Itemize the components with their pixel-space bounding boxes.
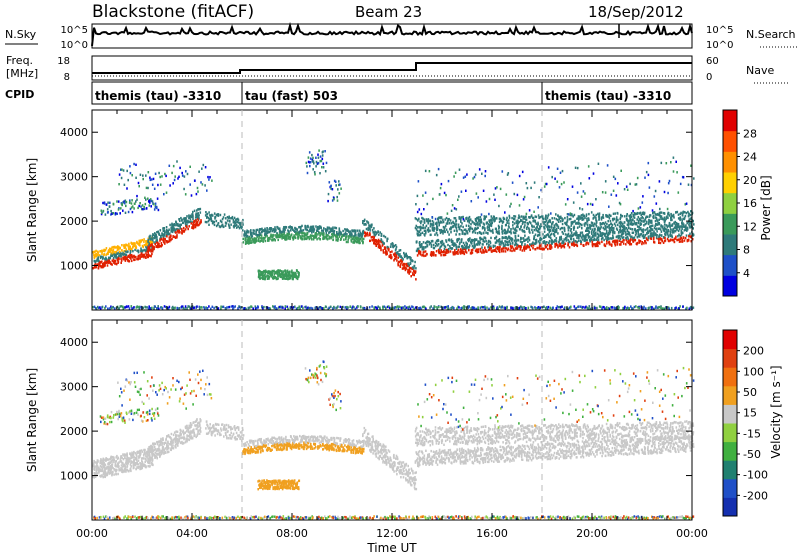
nsky-tick-bottom: 10^0 xyxy=(61,40,88,51)
velocity-panel: 1000 2000 3000 4000 Slant Range [km] 200 100… xyxy=(25,319,783,521)
freq-unit: [MHz] xyxy=(6,67,38,80)
colorbar-swatch xyxy=(723,110,737,132)
x-tick-label: 12:00 xyxy=(376,527,408,540)
nsky-tick-top: 10^5 xyxy=(61,25,88,36)
beam-label: Beam 23 xyxy=(355,3,422,21)
colorbar-tick-label: 50 xyxy=(743,386,757,399)
nsky-series xyxy=(91,21,693,47)
power-scatter xyxy=(92,149,695,311)
y-tick-label: 1000 xyxy=(60,260,88,273)
colorbar-tick-label: 16 xyxy=(743,197,757,210)
colorbar-swatch xyxy=(723,172,737,194)
colorbar-tick-label: 20 xyxy=(743,174,757,187)
colorbar-tick-label: 200 xyxy=(743,345,764,358)
x-tick-label: 00:00 xyxy=(676,527,708,540)
colorbar-swatch xyxy=(723,367,737,387)
colorbar-swatch xyxy=(723,497,737,517)
cpid-segment-label: themis (tau) -3310 xyxy=(95,89,221,103)
colorbar-swatch xyxy=(723,478,737,498)
x-axis-label: Time UT xyxy=(366,541,417,554)
colorbar-swatch xyxy=(723,213,737,235)
nsearch-label: N.Search xyxy=(746,28,796,41)
colorbar-tick-label: 100 xyxy=(743,365,764,378)
colorbar-swatch xyxy=(723,441,737,461)
velocity-colorbar: 200 100 50 15 -15 -50 -100 -200 xyxy=(722,329,768,517)
colorbar-swatch xyxy=(723,192,737,214)
cpid-label: CPID xyxy=(5,88,34,101)
colorbar-tick-label: -50 xyxy=(743,448,761,461)
colorbar-swatch xyxy=(723,130,737,152)
colorbar-tick-label: 4 xyxy=(743,267,750,280)
colorbar-swatch xyxy=(723,385,737,405)
power-colorbar: 4 8 12 16 20 24 28 xyxy=(722,109,757,297)
x-tick-label: 04:00 xyxy=(176,527,208,540)
colorbar-swatch xyxy=(723,423,737,443)
freq-tick-bottom: 8 xyxy=(64,72,70,83)
x-tick-label: 20:00 xyxy=(576,527,608,540)
velocity-ylabel: Slant Range [km] xyxy=(25,368,39,472)
nsky-label: N.Sky xyxy=(5,28,37,41)
colorbar-tick-label: -100 xyxy=(743,469,768,482)
x-tick-label: 00:00 xyxy=(76,527,108,540)
y-tick-label: 4000 xyxy=(60,336,88,349)
y-tick-label: 3000 xyxy=(60,171,88,184)
x-tick-label: 08:00 xyxy=(276,527,308,540)
x-tick-label: 16:00 xyxy=(476,527,508,540)
colorbar-swatch xyxy=(723,254,737,276)
colorbar-swatch xyxy=(723,404,737,424)
colorbar-tick-label: 8 xyxy=(743,244,750,257)
colorbar-swatch xyxy=(723,330,737,350)
colorbar-tick-label: -15 xyxy=(743,427,761,440)
power-ylabel: Slant Range [km] xyxy=(25,158,39,262)
nave-label: Nave xyxy=(746,64,774,77)
colorbar-tick-label: 24 xyxy=(743,151,757,164)
y-tick-label: 2000 xyxy=(60,425,88,438)
freq-panel: Freq. [MHz] 18 8 60 0 Nave xyxy=(6,54,790,84)
cpid-panel: CPID themis (tau) -3310 tau (fast) 503 the… xyxy=(5,81,693,105)
y-tick-label: 4000 xyxy=(60,126,88,139)
nave-tick-top: 60 xyxy=(706,56,719,67)
colorbar-tick-label: 12 xyxy=(743,220,757,233)
nsearch-tick-bottom: 10^0 xyxy=(706,40,733,51)
nsearch-tick-top: 10^5 xyxy=(706,25,733,36)
y-tick-label: 1000 xyxy=(60,470,88,483)
power-panel: 1000 2000 3000 4000 Slant Range [km] 4 8 12 16… xyxy=(25,109,773,311)
colorbar-tick-label: -200 xyxy=(743,489,768,502)
cpid-segment-label: tau (fast) 503 xyxy=(245,89,338,103)
figure-title: Blackstone (fitACF) xyxy=(92,2,254,22)
colorbar-swatch xyxy=(723,275,737,297)
colorbar-tick-label: 28 xyxy=(743,127,757,140)
colorbar-swatch xyxy=(723,348,737,368)
colorbar-swatch xyxy=(723,234,737,256)
velocity-colorbar-label: Velocity [m s⁻¹] xyxy=(769,365,783,458)
colorbar-swatch xyxy=(723,460,737,480)
nave-tick-bottom: 0 xyxy=(706,72,712,83)
colorbar-swatch xyxy=(723,151,737,173)
nsky-panel: N.Sky 10^5 10^0 10^5 10^0 N.Search xyxy=(5,21,797,51)
y-tick-label: 3000 xyxy=(60,381,88,394)
y-tick-label: 2000 xyxy=(60,215,88,228)
date-label: 18/Sep/2012 xyxy=(588,3,684,21)
freq-tick-top: 18 xyxy=(57,56,70,67)
freq-label: Freq. xyxy=(6,54,33,67)
velocity-scatter xyxy=(92,360,695,521)
power-colorbar-label: Power [dB] xyxy=(759,175,773,240)
cpid-segment-label: themis (tau) -3310 xyxy=(545,89,671,103)
freq-series xyxy=(92,62,692,74)
colorbar-tick-label: 15 xyxy=(743,407,757,420)
